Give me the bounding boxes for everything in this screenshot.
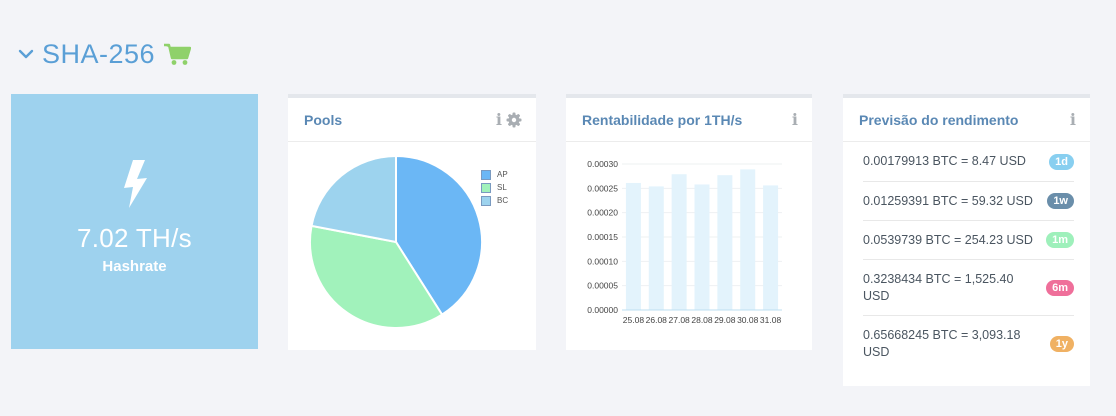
- previsao-card-title: Previsão do rendimento: [859, 111, 1019, 128]
- hashrate-value: 7.02 TH/s: [77, 223, 192, 253]
- bar-26.08: [648, 186, 664, 310]
- x-tick-label: 31.08: [760, 315, 782, 325]
- y-tick-label: 0.00005: [587, 281, 618, 291]
- rentabilidade-card: Rentabilidade por 1TH/s i 0.00030 0.00025…: [566, 94, 812, 350]
- period-badge: 1m: [1046, 232, 1074, 248]
- bar-31.08: [763, 185, 779, 310]
- list-item: 0.65668245 BTC = 3,093.18 USD 1y: [863, 316, 1074, 372]
- legend-swatch: [481, 169, 491, 180]
- x-tick-label: 27.08: [669, 315, 691, 325]
- period-badge: 1w: [1047, 193, 1074, 209]
- pie-slice-bc: [310, 154, 397, 244]
- yield-forecast-list: 0.00179913 BTC = 8.47 USD 1d 0.01259391 …: [843, 142, 1090, 372]
- pools-card: Pools i AP SL BC: [288, 94, 536, 350]
- legend-label: BC: [497, 196, 509, 205]
- previsao-card: Previsão do rendimento i 0.00179913 BTC …: [843, 94, 1090, 386]
- period-badge: 1d: [1049, 153, 1074, 170]
- list-item: 0.3238434 BTC = 1,525.40 USD 6m: [863, 260, 1074, 316]
- bar-25.08: [625, 182, 641, 310]
- y-tick-label: 0.00025: [587, 183, 618, 193]
- section-header: SHA-256: [16, 34, 192, 74]
- x-tick-label: 25.08: [623, 315, 645, 325]
- gear-icon[interactable]: [506, 112, 522, 128]
- rentabilidade-card-title: Rentabilidade por 1TH/s: [582, 111, 743, 128]
- x-tick-label: 30.08: [737, 315, 759, 325]
- period-badge: 6m: [1046, 279, 1074, 296]
- legend-label: AP: [497, 170, 508, 179]
- y-tick-label: 0.00010: [587, 256, 618, 266]
- bar-27.08: [671, 174, 687, 310]
- list-item: 0.00179913 BTC = 8.47 USD 1d: [863, 142, 1074, 182]
- y-tick-label: 0.00030: [587, 159, 618, 169]
- pie-slice-sl: [309, 224, 444, 329]
- chevron-down-icon[interactable]: [16, 44, 36, 64]
- legend-label: SL: [497, 183, 507, 192]
- pools-card-header: Pools i: [288, 98, 536, 142]
- period-badge: 1y: [1049, 336, 1074, 352]
- legend-item-sl: SL: [481, 181, 508, 194]
- legend-swatch: [481, 195, 491, 206]
- x-tick-label: 26.08: [646, 315, 668, 325]
- y-tick-label: 0.00000: [587, 305, 618, 315]
- legend-item-bc: BC: [481, 194, 508, 207]
- info-icon[interactable]: i: [495, 110, 502, 129]
- legend-item-ap: AP: [481, 168, 508, 181]
- yield-text: 0.00179913 BTC = 8.47 USD: [863, 154, 1026, 168]
- hashrate-card: 7.02 TH/s Hashrate: [11, 94, 258, 349]
- previsao-card-header: Previsão do rendimento i: [843, 98, 1090, 142]
- hashrate-label: Hashrate: [102, 258, 167, 275]
- pools-legend: AP SL BC: [481, 168, 508, 207]
- list-item: 0.0539739 BTC = 254.23 USD 1m: [863, 221, 1074, 260]
- shopping-cart-icon[interactable]: [163, 42, 192, 66]
- lightning-bolt-icon: [121, 160, 149, 213]
- x-tick-label: 29.08: [714, 315, 736, 325]
- yield-text: 0.01259391 BTC = 59.32 USD: [863, 193, 1033, 208]
- yield-text: 0.0539739 BTC = 254.23 USD: [863, 232, 1033, 247]
- bar-29.08: [717, 175, 733, 310]
- pools-pie-chart: [309, 154, 483, 329]
- y-tick-label: 0.00020: [587, 208, 618, 218]
- x-tick-label: 28.08: [691, 315, 713, 325]
- rentabilidade-bar-chart: 0.00030 0.00025 0.00020 0.00015 0.00010 0.000…: [587, 159, 782, 325]
- pools-card-title: Pools: [304, 111, 343, 128]
- info-icon[interactable]: i: [791, 110, 798, 129]
- section-title: SHA-256: [42, 38, 156, 69]
- y-tick-label: 0.00015: [587, 232, 618, 242]
- yield-text: 0.65668245 BTC = 3,093.18 USD: [863, 328, 1021, 359]
- info-icon[interactable]: i: [1069, 110, 1076, 129]
- yield-text: 0.3238434 BTC = 1,525.40 USD: [863, 271, 1014, 303]
- legend-swatch: [481, 182, 491, 193]
- bar-30.08: [740, 169, 756, 310]
- rentabilidade-card-header: Rentabilidade por 1TH/s i: [566, 98, 812, 142]
- bar-28.08: [694, 184, 710, 310]
- list-item: 0.01259391 BTC = 59.32 USD 1w: [863, 182, 1074, 221]
